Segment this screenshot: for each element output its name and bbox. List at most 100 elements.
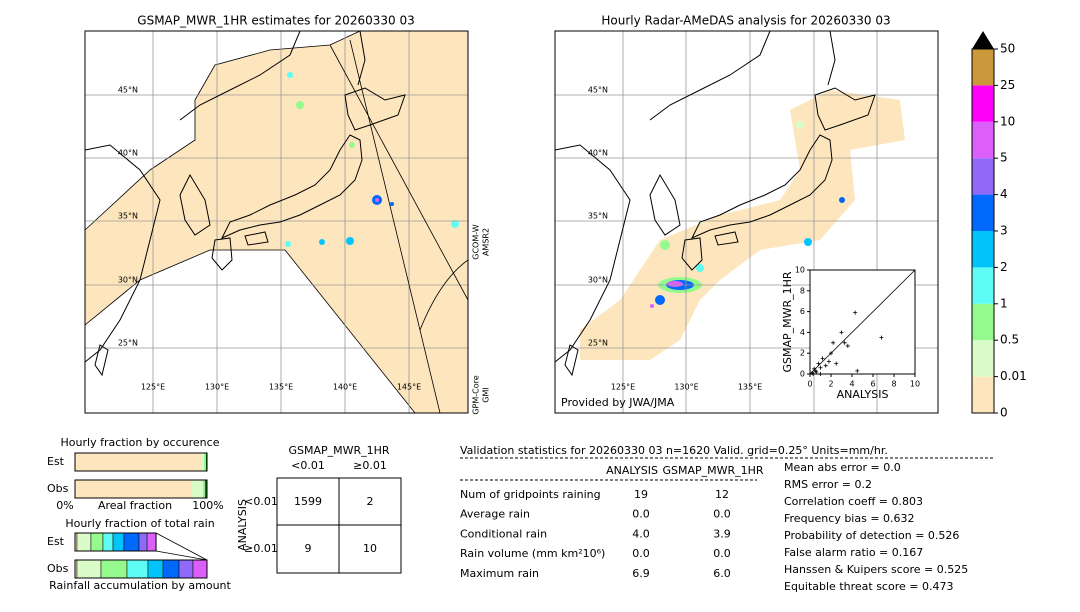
colorbar-label: 25 [1000,78,1015,92]
point [812,366,817,371]
bar-segment [102,532,114,552]
lon-label: 135°E [269,383,293,392]
colorbar-label: 0.5 [1000,333,1019,347]
colorbar-label: 10 [1000,114,1015,128]
col-label: <0.01 [291,459,325,472]
lat-label: 40°N [118,149,138,158]
bar-frame [74,479,208,499]
column-header: ANALYSIS [606,464,658,477]
cell: 10 [363,542,377,555]
estimate-value: 0.0 [713,508,731,521]
extend-triangle [972,31,994,49]
col-label: ≥0.01 [353,459,387,472]
point [831,340,836,345]
point [823,363,828,368]
swath-label: GPM-Core [472,375,481,414]
panel-title: Hourly fraction of total rain [65,517,214,530]
lat-label: 45°N [118,86,138,95]
cell: 9 [305,542,312,555]
analysis-value: 4.0 [632,527,650,540]
row-label: Est [47,455,65,468]
color-segment [972,267,994,304]
point [839,330,844,335]
score: Correlation coeff = 0.803 [784,495,923,508]
bar-segment [75,480,192,498]
y-tick-label: 6 [800,307,805,316]
x-tick-label: 6 [870,380,875,389]
estimate-value: 0.0 [713,547,731,560]
map-title: Hourly Radar-AMeDAS analysis for 2026033… [601,14,890,28]
y-tick-label: 2 [800,349,805,358]
y-tick-label: 8 [800,286,805,295]
connector [155,532,208,561]
y-tick-label: 0 [800,370,805,379]
x-tick-label: 4 [849,380,854,389]
estimate-value: 3.9 [713,527,731,540]
colorbar-label: 2 [1000,260,1008,274]
point [845,343,850,348]
point [826,359,831,364]
point [855,368,860,373]
bar-segment [75,453,202,471]
row-label: Maximum rain [460,567,539,580]
color-segment [972,121,994,159]
lon-label: 135°E [738,383,762,392]
bar-segment [112,532,125,552]
colorbar-label: 4 [1000,187,1008,201]
cell: 1599 [294,495,322,508]
analysis-value: 19 [634,488,648,501]
point [834,361,839,366]
lon-label: 125°E [141,383,165,392]
row-label: Obs [47,482,69,495]
bar-segment [100,559,128,579]
lat-label: 30°N [588,276,608,285]
analysis-value: 6.9 [632,567,650,580]
row-label: Obs [47,562,69,575]
left-map: GSMAP_MWR_1HR estimates for 20260330 03 [84,14,469,414]
axis-label: 100% [192,499,223,512]
analysis-value: 0.0 [632,508,650,521]
bar-segment [146,532,157,552]
colorbar-label: 3 [1000,224,1008,238]
lat-label: 45°N [588,86,608,95]
colorbar-label: 0 [1000,406,1008,420]
x-tick-label: 0 [807,380,812,389]
x-tick-label: 2 [828,380,833,389]
row-label: Est [47,535,65,548]
lon-label: 130°E [674,383,698,392]
lon-label: 145°E [397,383,421,392]
bar-segment [205,453,207,471]
point [842,340,847,345]
lat-label: 35°N [588,212,608,221]
colorbar-label: 0.01 [1000,369,1027,383]
bar-segment [76,559,102,579]
map-title: GSMAP_MWR_1HR estimates for 20260330 03 [137,14,414,28]
lat-label: 30°N [118,276,138,285]
axis-label: Areal fraction [98,499,172,512]
score: RMS error = 0.2 [784,478,872,491]
lat-label: 35°N [118,212,138,221]
validation-header: Validation statistics for 20260330 03 n=… [460,444,888,457]
lon-label: 140°E [333,383,357,392]
score: False alarm ratio = 0.167 [784,546,923,559]
cell: 2 [367,495,374,508]
color-segment [972,194,994,231]
row-label: Num of gridpoints raining [460,488,601,501]
bar-segment [138,532,148,552]
row-label: <0.01 [244,495,278,508]
bar-segment [192,559,208,579]
analysis-value: 0.0 [632,547,650,560]
bar-segment [90,532,104,552]
contingency-title: GSMAP_MWR_1HR [288,444,389,457]
lat-label: 40°N [588,149,608,158]
swath-label: GMI [482,387,491,402]
point [820,356,825,361]
bar-segment [201,453,204,471]
colorbar-label: 1 [1000,296,1008,310]
bar-frame [74,532,157,552]
column-header: GSMAP_MWR_1HR [662,464,763,477]
color-segment [972,49,994,86]
lon-label: 130°E [205,383,229,392]
score: Frequency bias = 0.632 [784,512,915,525]
